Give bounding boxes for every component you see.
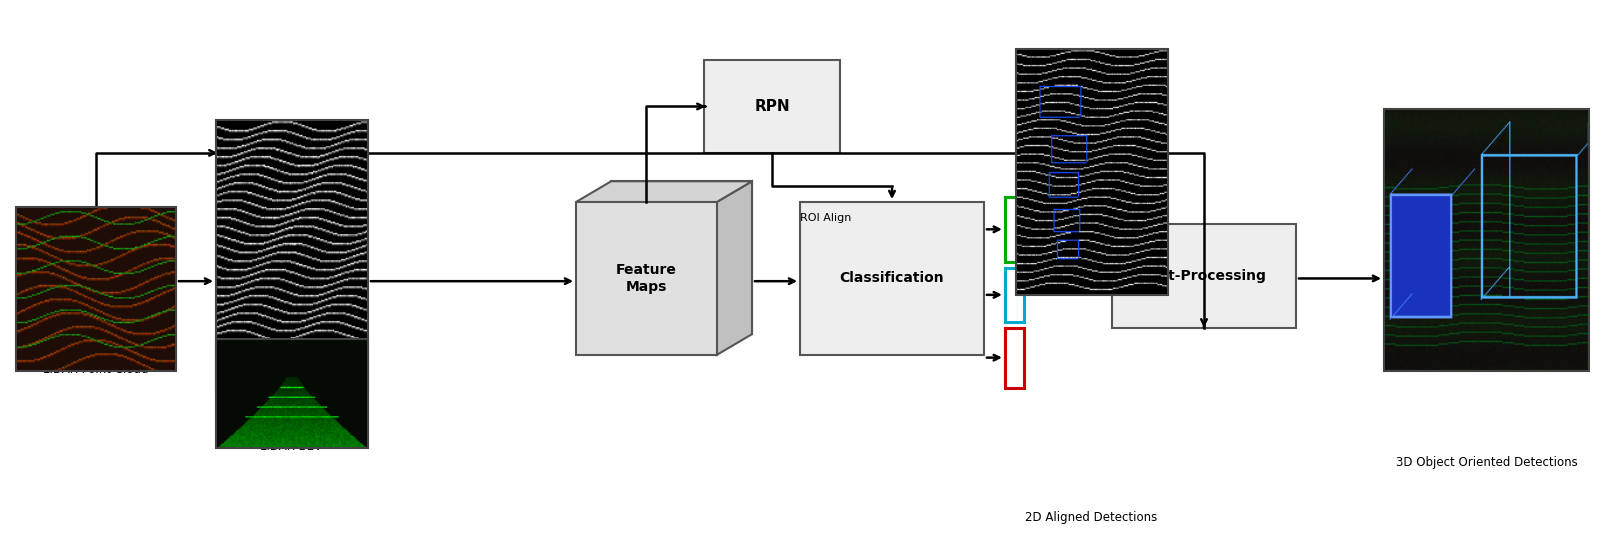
Text: ROI Align: ROI Align xyxy=(800,213,851,223)
Text: Feature
Maps: Feature Maps xyxy=(616,263,677,294)
Bar xyxy=(1112,224,1296,328)
Bar xyxy=(1005,328,1024,388)
Text: 3D Object Oriented Detections: 3D Object Oriented Detections xyxy=(1395,456,1578,469)
Bar xyxy=(611,181,752,334)
Polygon shape xyxy=(576,181,752,202)
Bar xyxy=(704,60,840,153)
Bar xyxy=(1005,268,1024,322)
Text: Post-Processing: Post-Processing xyxy=(1141,269,1267,283)
Text: LiDAR Point Cloud: LiDAR Point Cloud xyxy=(43,363,149,376)
Bar xyxy=(576,202,717,355)
Bar xyxy=(1384,109,1589,371)
Bar xyxy=(16,207,176,371)
Bar xyxy=(1016,49,1168,295)
Bar xyxy=(216,339,368,448)
Text: Ground Estimation: Ground Estimation xyxy=(237,221,346,234)
Text: LiDAR BEV: LiDAR BEV xyxy=(261,440,322,453)
Text: RPN: RPN xyxy=(754,99,790,114)
Bar xyxy=(800,202,984,355)
Bar xyxy=(1005,197,1024,262)
Text: 2D Aligned Detections: 2D Aligned Detections xyxy=(1026,511,1157,524)
Text: Classification: Classification xyxy=(840,271,944,286)
Bar xyxy=(216,120,368,393)
Polygon shape xyxy=(717,181,752,355)
